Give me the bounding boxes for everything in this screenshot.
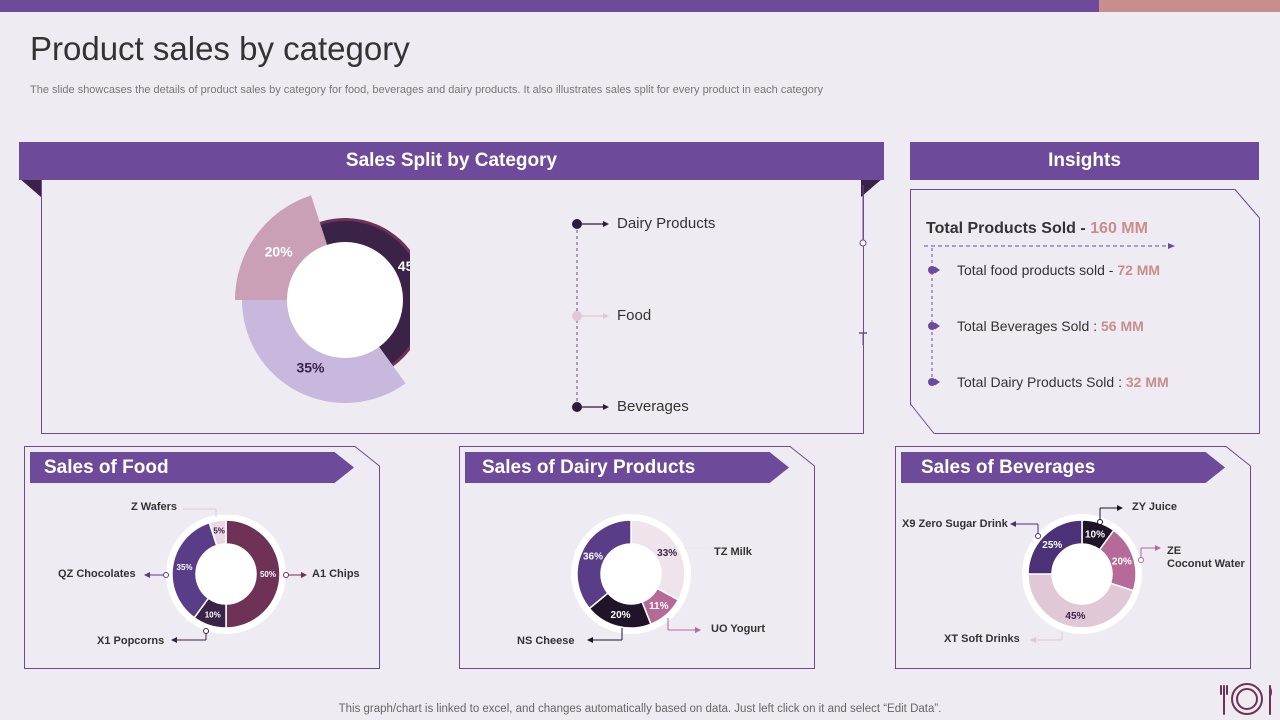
pie-slice: [1027, 519, 1083, 575]
food-panel-corner: [354, 446, 380, 467]
food-pie-chart: 50% 10% 35% 5%: [166, 515, 286, 634]
pie-data-label: 45%: [398, 258, 410, 274]
pie-slice: [576, 519, 632, 610]
donut-hole: [287, 242, 403, 358]
dairy-panel: [459, 446, 815, 669]
donut-hole: [602, 545, 660, 603]
food-title: Sales of Food: [30, 452, 354, 483]
legend-marker-food: [572, 311, 582, 321]
insight-beverages: Total Beverages Sold : 56 MM: [957, 318, 1144, 334]
food-leaders: [144, 508, 307, 643]
split-panel-connector: [859, 185, 867, 345]
insight-dairy: Total Dairy Products Sold : 32 MM: [957, 374, 1169, 390]
insight-food-value: 72 MM: [1117, 262, 1161, 278]
pie-data-label: 10%: [205, 611, 221, 620]
pie-data-label: 50%: [260, 570, 276, 579]
label-coconut-water: Coconut Water: [1167, 558, 1245, 570]
legend-label-food: Food: [617, 307, 652, 324]
label-x9-zero-sugar-drink: X9 Zero Sugar Drink: [902, 518, 1008, 530]
label-uo-yogurt: UO Yogurt: [711, 623, 765, 635]
label-qz-chocolates: QZ Chocolates: [58, 568, 136, 580]
category-pie-chart: 20% 45% 35%: [235, 195, 410, 403]
pie-data-label: 5%: [213, 526, 225, 535]
insight-dairy-value: 32 MM: [1125, 374, 1169, 390]
pie-data-label: 35%: [296, 360, 325, 376]
donut-hole: [1053, 545, 1111, 603]
pie-slice: [171, 521, 218, 619]
sales-split-title: Sales Split by Category: [19, 142, 884, 180]
insight-beverages-label: Total Beverages Sold :: [957, 318, 1101, 334]
legend-marker-beverages: [572, 402, 582, 412]
pie-data-label: 20%: [1112, 557, 1132, 568]
beverages-leaders: [1010, 505, 1161, 643]
pie-slice: [1027, 573, 1135, 629]
legend-label-dairy: Dairy Products: [617, 215, 716, 232]
pie-slice: [320, 221, 410, 364]
beverages-panel-corner: [1225, 446, 1251, 467]
dining-plate-icon: [1220, 683, 1272, 715]
page-title: Product sales by category: [30, 30, 410, 67]
pie-data-label: 20%: [611, 610, 631, 621]
beverages-title: Sales of Beverages: [901, 452, 1225, 483]
sales-split-ribbon-folds: [19, 178, 883, 197]
insights-total: Total Products Sold - 160 MM: [926, 220, 1148, 238]
insights-panel: [910, 189, 1260, 434]
insights-total-value: 160 MM: [1090, 220, 1148, 237]
insights-total-label: Total Products Sold -: [926, 220, 1091, 237]
pie-data-label: 36%: [583, 552, 603, 563]
category-legend: [572, 219, 609, 412]
label-tz-milk: TZ Milk: [714, 546, 752, 558]
donut-hole: [197, 545, 255, 603]
footer-note: This graph/chart is linked to excel, and…: [338, 703, 942, 715]
pie-data-label: 10%: [1085, 530, 1105, 541]
top-accent-bar: [0, 0, 1099, 12]
pie-slice: [225, 519, 281, 629]
pie-data-label: 35%: [177, 563, 193, 572]
label-z-wafers: Z Wafers: [131, 501, 178, 513]
label-ns-cheese: NS Cheese: [517, 635, 575, 647]
page-subtitle: The slide showcases the details of produ…: [30, 84, 824, 96]
label-a1-chips: A1 Chips: [312, 568, 360, 580]
pie-data-label: 20%: [265, 244, 294, 260]
sales-split-panel: [41, 178, 864, 434]
insights-panel-corners: [910, 189, 1260, 434]
beverages-pie-chart: 10% 20% 45% 25%: [1022, 514, 1142, 634]
dairy-panel-corner: [789, 446, 815, 467]
insight-dairy-label: Total Dairy Products Sold :: [957, 374, 1126, 390]
pie-slice: [235, 195, 329, 300]
label-x1-popcorns: X1 Popcorns: [97, 635, 165, 647]
legend-marker-dairy: [572, 219, 582, 229]
legend-label-beverages: Beverages: [617, 398, 689, 415]
pie-slice: [630, 519, 686, 602]
insights-title: Insights: [910, 142, 1259, 180]
insight-beverages-value: 56 MM: [1100, 318, 1144, 334]
pie-data-label: 33%: [657, 548, 677, 559]
label-ze: ZE: [1167, 545, 1182, 557]
insight-food: Total food products sold - 72 MM: [957, 262, 1160, 278]
pie-data-label: 25%: [1042, 540, 1062, 551]
beverages-panel: [895, 446, 1251, 669]
label-zy-juice: ZY Juice: [1132, 501, 1178, 513]
food-panel: [24, 446, 380, 669]
pie-data-label: 45%: [1065, 611, 1085, 622]
pie-data-label: 11%: [649, 601, 669, 612]
dairy-title: Sales of Dairy Products: [465, 452, 789, 483]
dairy-pie-chart: 33% 11% 20% 36%: [571, 514, 691, 634]
dairy-leaders: [587, 547, 708, 643]
label-xt-soft-drinks: XT Soft Drinks: [944, 633, 1020, 645]
insight-food-label: Total food products sold -: [957, 262, 1118, 278]
pie-slice: [208, 519, 227, 547]
insights-connectors: [924, 243, 1175, 386]
top-accent-bar-secondary: [1099, 0, 1280, 12]
